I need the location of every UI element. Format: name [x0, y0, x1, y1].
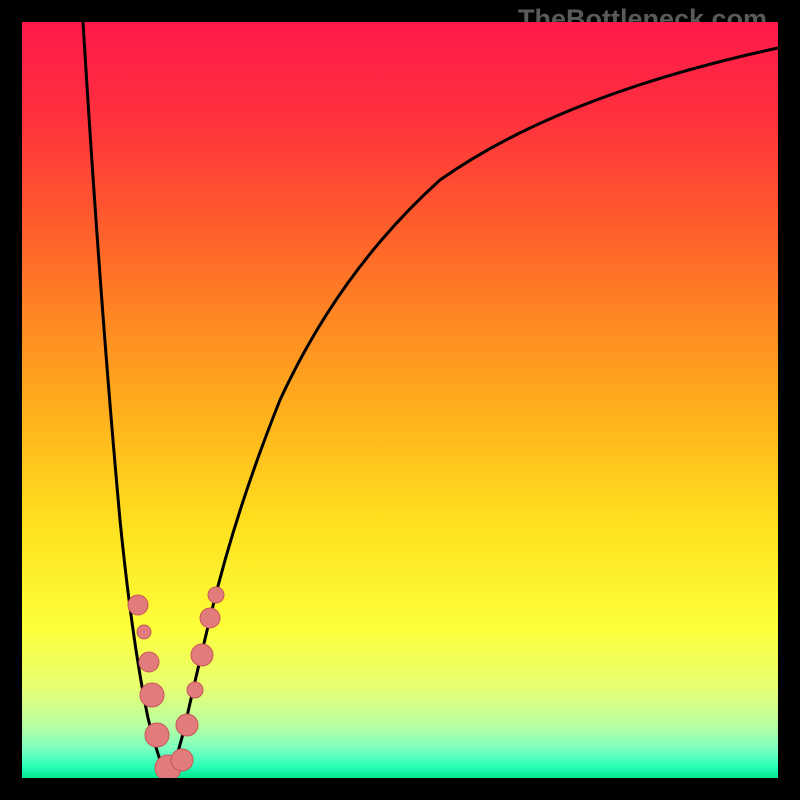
data-marker	[208, 587, 224, 603]
data-marker	[139, 652, 159, 672]
data-marker	[128, 595, 148, 615]
data-marker	[140, 683, 164, 707]
chart-container: TheBottleneck.com	[0, 0, 800, 800]
data-marker	[187, 682, 203, 698]
gradient-background	[22, 22, 778, 778]
data-marker	[171, 749, 193, 771]
data-marker	[191, 644, 213, 666]
data-marker	[176, 714, 198, 736]
plot-area	[22, 22, 778, 778]
chart-svg	[22, 22, 778, 778]
data-marker	[200, 608, 220, 628]
data-marker	[137, 625, 151, 639]
data-marker	[145, 723, 169, 747]
